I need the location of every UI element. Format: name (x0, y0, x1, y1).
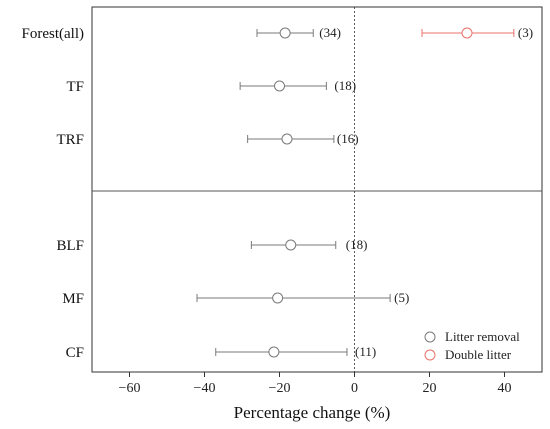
x-tick-label: 20 (423, 381, 437, 396)
category-label: Forest(all) (22, 26, 84, 42)
x-tick-label: 0 (351, 381, 358, 396)
category-labels: Forest(all) TF TRF BLF MF CF (22, 26, 84, 361)
sample-size-label: (3) (518, 25, 533, 40)
x-tick-label: 40 (498, 381, 512, 396)
sample-size-label: (18) (334, 78, 356, 93)
x-axis-title: Percentage change (%) (234, 403, 391, 422)
sample-size-label: (34) (319, 25, 341, 40)
effect-point (279, 27, 291, 39)
sample-size-label: (16) (337, 131, 359, 146)
category-label: MF (62, 291, 84, 307)
effect-point (285, 239, 297, 251)
sample-size-label: (11) (355, 344, 376, 359)
x-tick-label: −40 (194, 381, 216, 396)
legend-marker-litter-removal (424, 331, 436, 343)
x-tick-label: −60 (119, 381, 141, 396)
category-label: CF (66, 345, 84, 361)
effect-point (274, 80, 285, 92)
effect-point (268, 346, 280, 358)
sample-size-label: (18) (346, 237, 368, 252)
effect-point (461, 27, 473, 39)
legend: Litter removal Double litter (424, 329, 520, 362)
effect-point (281, 133, 293, 145)
legend-marker-double-litter (424, 349, 436, 361)
effect-point (272, 292, 284, 304)
legend-label-litter-removal: Litter removal (445, 329, 520, 344)
category-label: TRF (56, 132, 84, 148)
plot-frame (91, 6, 543, 373)
sample-size-label: (5) (394, 290, 409, 305)
category-label: BLF (56, 238, 84, 254)
category-label: TF (66, 79, 84, 95)
effect-marks: (34) (18) (16) (18) (5) (11) (3) (196, 25, 533, 359)
legend-label-double-litter: Double litter (445, 347, 512, 362)
x-axis-ticks: −60 −40 −20 0 20 40 (119, 372, 512, 396)
x-tick-label: −20 (269, 381, 291, 396)
